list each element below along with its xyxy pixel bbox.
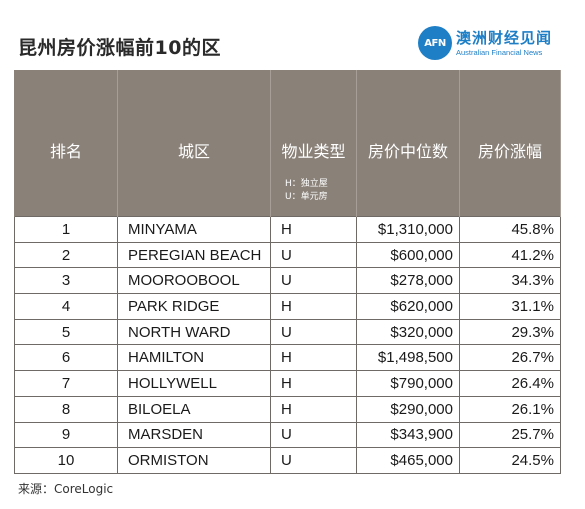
afn-logo: AFN 澳洲财经见闻 Australian Financial News [418,24,568,64]
table-row: 1 MINYAMA H $1,310,000 45.8% [14,216,561,243]
header-median: 房价中位数 [356,70,460,217]
suburb-cell: PARK RIDGE [117,293,271,320]
suburb-cell: HOLLYWELL [117,370,271,397]
table-row: 4 PARK RIDGE H $620,000 31.1% [14,293,561,320]
logo-english-name: Australian Financial News [456,48,543,57]
rank-cell: 1 [14,216,118,243]
growth-cell: 26.4% [459,370,561,397]
median-price-cell: $1,498,500 [356,344,460,372]
table-row: 3 MOOROOBOOL U $278,000 34.3% [14,267,561,295]
median-price-cell: $790,000 [356,370,460,397]
growth-cell: 26.7% [459,344,561,372]
ranking-table: 排名 城区 物业类型 H：独立屋 U：单元房 房价中位数 房价涨幅 1 MINYA… [14,70,561,474]
type-cell: U [270,447,357,474]
growth-cell: 25.7% [459,421,561,449]
suburb-cell: HAMILTON [117,344,271,372]
type-cell: H [270,293,357,320]
source-note: 来源：CoreLogic [18,482,114,496]
rank-cell: 9 [14,421,118,449]
type-cell: H [270,370,357,397]
median-price-cell: $343,900 [356,421,460,449]
growth-cell: 34.3% [459,267,561,295]
header-type: 物业类型 H：独立屋 U：单元房 [270,70,357,217]
growth-cell: 26.1% [459,395,561,423]
header-suburb: 城区 [117,70,271,217]
rank-cell: 10 [14,447,118,474]
rank-cell: 7 [14,370,118,397]
type-cell: U [270,318,357,346]
rank-cell: 6 [14,344,118,372]
type-note-house: H：独立屋 [285,179,328,189]
median-price-cell: $290,000 [356,395,460,423]
median-price-cell: $320,000 [356,318,460,346]
page-title: 昆州房价涨幅前10的区 [18,37,221,59]
table-row: 6 HAMILTON H $1,498,500 26.7% [14,344,561,372]
type-cell: H [270,344,357,372]
suburb-cell: ORMISTON [117,447,271,474]
logo-chinese-name: 澳洲财经见闻 [456,29,553,47]
rank-cell: 2 [14,241,118,269]
suburb-cell: PEREGIAN BEACH [117,241,271,269]
rank-cell: 8 [14,395,118,423]
median-price-cell: $600,000 [356,241,460,269]
growth-cell: 29.3% [459,318,561,346]
type-note-unit: U：单元房 [285,192,328,202]
growth-cell: 45.8% [459,216,561,243]
growth-cell: 41.2% [459,241,561,269]
suburb-cell: MINYAMA [117,216,271,243]
table-row: 8 BILOELA H $290,000 26.1% [14,395,561,423]
table-row: 9 MARSDEN U $343,900 25.7% [14,421,561,449]
type-cell: H [270,395,357,423]
rank-cell: 4 [14,293,118,320]
suburb-cell: NORTH WARD [117,318,271,346]
type-cell: U [270,267,357,295]
median-price-cell: $1,310,000 [356,216,460,243]
type-cell: U [270,241,357,269]
table-row: 5 NORTH WARD U $320,000 29.3% [14,318,561,346]
type-cell: H [270,216,357,243]
growth-cell: 24.5% [459,447,561,474]
suburb-cell: MARSDEN [117,421,271,449]
rank-cell: 3 [14,267,118,295]
median-price-cell: $465,000 [356,447,460,474]
afn-logo-icon: AFN [418,26,452,60]
table-header-row: 排名 城区 物业类型 H：独立屋 U：单元房 房价中位数 房价涨幅 [14,70,561,217]
median-price-cell: $620,000 [356,293,460,320]
median-price-cell: $278,000 [356,267,460,295]
suburb-cell: MOOROOBOOL [117,267,271,295]
header-growth: 房价涨幅 [459,70,561,217]
header-rank: 排名 [14,70,118,217]
table-row: 7 HOLLYWELL H $790,000 26.4% [14,370,561,397]
growth-cell: 31.1% [459,293,561,320]
table-row: 2 PEREGIAN BEACH U $600,000 41.2% [14,241,561,269]
table-row: 10 ORMISTON U $465,000 24.5% [14,447,561,474]
suburb-cell: BILOELA [117,395,271,423]
type-cell: U [270,421,357,449]
rank-cell: 5 [14,318,118,346]
